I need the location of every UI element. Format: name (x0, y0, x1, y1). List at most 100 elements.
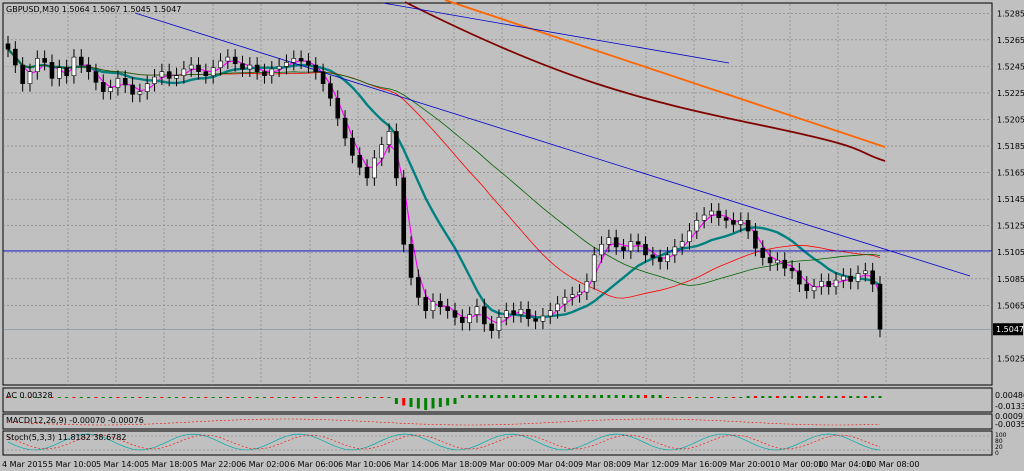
candle-body (650, 254, 656, 258)
trendline-blue-3 (382, 2, 730, 64)
ac-bar (695, 397, 699, 398)
ac-bar (438, 398, 442, 407)
ac-bar (475, 395, 479, 398)
macd-scale-label: -0.00356 (995, 420, 1024, 429)
candle-body (841, 275, 846, 281)
candle-body (49, 62, 55, 79)
candle-body (826, 281, 832, 288)
ac-bar (138, 397, 142, 398)
ac-bar (724, 397, 728, 398)
ac-bar (262, 397, 266, 398)
ac-bar (292, 397, 296, 398)
ac-bar (182, 397, 186, 398)
candle-body (569, 294, 575, 298)
ac-bar (65, 397, 69, 398)
ac-bar (775, 396, 779, 398)
candle-body (672, 246, 678, 256)
y-tick-label: 1.5125 (997, 222, 1024, 231)
ac-bar (211, 397, 215, 398)
ma-maroon-line (404, 1, 886, 162)
ac-bar (284, 397, 288, 398)
ac-bar (497, 395, 501, 398)
stoch-scale-label: 0 (995, 450, 999, 457)
x-tick-label: 9 Mar 16:00 (674, 460, 722, 469)
x-tick-label: 5 Mar 10:00 (48, 460, 96, 469)
candle-body (306, 60, 311, 66)
ac-bar (321, 397, 325, 398)
candle-body (276, 66, 282, 70)
ac-bar (233, 397, 237, 398)
ac-bar (6, 397, 10, 398)
candle-body (687, 230, 692, 242)
stoch-scale-label: 100 (995, 432, 1007, 439)
candle-body (247, 64, 253, 70)
candle-body (5, 43, 11, 50)
candle-body (416, 277, 421, 298)
y-tick-label: 1.5065 (997, 301, 1024, 310)
ac-bar (131, 397, 135, 398)
candle-body (694, 220, 700, 232)
ac-bar (834, 396, 838, 398)
ac-bar (409, 398, 413, 407)
stoch-scale-label: 80 (995, 438, 1003, 445)
ac-bar (343, 397, 347, 398)
x-tick-label: 6 Mar 18:00 (434, 460, 482, 469)
ac-bar (116, 397, 120, 398)
ac-bar (35, 397, 39, 398)
candle-body (152, 76, 157, 84)
candle-body (540, 315, 546, 322)
ac-bar (57, 397, 61, 398)
ac-bar (387, 397, 391, 398)
ac-bar (636, 395, 640, 398)
ac-bar (424, 398, 428, 410)
candle-body (328, 83, 333, 99)
ac-bar (790, 396, 794, 398)
candle-body (210, 67, 216, 76)
candle-body (782, 259, 788, 269)
ac-bar (380, 397, 384, 398)
candle-body (225, 56, 231, 62)
candle-body (797, 270, 802, 285)
y-tick-label: 1.5145 (997, 195, 1024, 204)
ac-bar (204, 397, 208, 398)
x-tick-label: 6 Mar 02:00 (241, 460, 289, 469)
ac-bar (72, 397, 76, 398)
candle-body (13, 48, 18, 66)
macd-frame (2, 413, 993, 430)
candle-body (342, 117, 348, 139)
ac-bar (270, 397, 274, 398)
ac-bar (622, 395, 626, 398)
candle-body (108, 87, 113, 92)
candle-body (386, 131, 392, 146)
ac-bar (600, 395, 604, 398)
candle-body (819, 281, 824, 288)
candle-body (291, 58, 297, 63)
candle-body (745, 220, 751, 232)
candle-body (137, 91, 143, 95)
ac-bar (145, 397, 149, 398)
ac-bar (43, 397, 47, 398)
candle-body (643, 243, 648, 256)
candle-body (357, 155, 363, 168)
ac-bar (175, 397, 179, 398)
ac-bar (248, 397, 252, 398)
candle-body (709, 210, 714, 216)
ac-bar (87, 397, 91, 398)
ac-bar (592, 395, 596, 398)
ac-bar (702, 397, 706, 398)
candle-body (533, 318, 538, 322)
stoch-scale-label: 20 (995, 444, 1003, 451)
candle-body (430, 301, 436, 311)
candle-body (159, 71, 165, 78)
ac-bar (109, 397, 113, 398)
x-tick-label: 6 Mar 10:00 (338, 460, 386, 469)
candle-body (525, 309, 531, 319)
ac-bar (101, 397, 105, 398)
y-tick-label: 1.5285 (997, 9, 1024, 18)
ac-bar (841, 396, 845, 398)
ac-bar (812, 396, 816, 398)
candle-body (240, 63, 245, 70)
candle-body (591, 254, 597, 282)
ac-bar (534, 395, 538, 398)
